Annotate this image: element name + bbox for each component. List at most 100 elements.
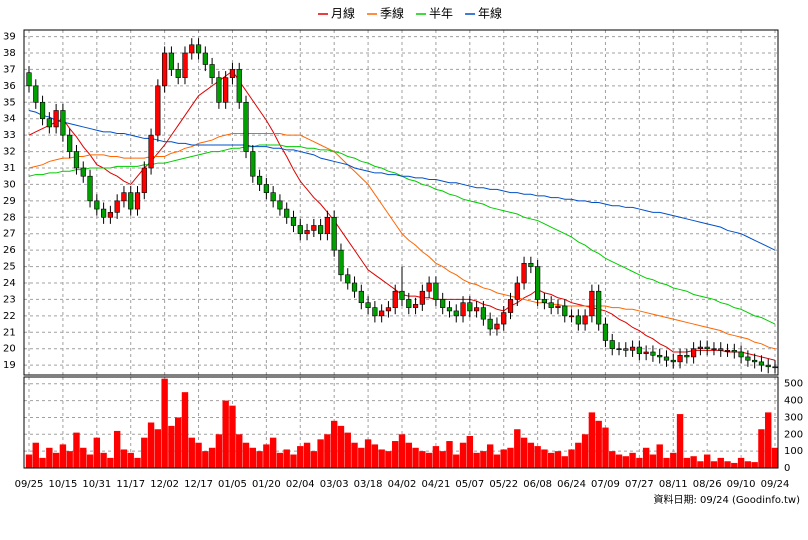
candle-body (399, 290, 405, 300)
volume-bar (283, 449, 290, 468)
candle-body (358, 290, 364, 304)
candle-body (487, 318, 493, 330)
candle-body (121, 192, 127, 202)
volume-bar (541, 449, 548, 468)
volume-bar (147, 422, 155, 468)
volume-bar (337, 425, 345, 468)
candle-body (338, 249, 344, 276)
candle-body (46, 118, 52, 128)
volume-bar (500, 449, 507, 468)
volume-bar (737, 457, 745, 468)
volume-bar (297, 446, 304, 468)
candle-body (182, 52, 188, 78)
y-tick-label: 19 (3, 360, 16, 371)
volume-bar (236, 434, 243, 468)
candle-body (467, 302, 473, 312)
volume-bar (256, 451, 263, 468)
candle-body (562, 305, 568, 317)
volume-bar (636, 457, 643, 468)
candle-body (636, 346, 642, 354)
candle-body (460, 302, 466, 317)
candle-body (697, 346, 703, 350)
volume-tick-label: 500 (784, 379, 803, 390)
candle-body (195, 44, 202, 54)
volume-bar (269, 437, 277, 468)
candle-body (575, 315, 581, 325)
volume-bar (93, 437, 101, 468)
candle-body (453, 310, 459, 317)
candle-body (67, 134, 73, 152)
volume-bar (697, 461, 704, 468)
x-tick-label: 09/10 (727, 479, 756, 490)
volume-bar (568, 449, 575, 468)
candle-body (60, 110, 66, 136)
candle-body (684, 354, 690, 358)
volume-bar (765, 412, 772, 468)
candle-body (290, 216, 297, 226)
x-tick-label: 03/03 (320, 479, 349, 490)
volume-bar (405, 442, 412, 468)
volume-bar (751, 462, 758, 468)
candle-body (134, 192, 141, 210)
candle-body (758, 361, 765, 366)
volume-bar (534, 446, 541, 468)
volume-bar (588, 412, 596, 468)
volume-panel-border (23, 376, 779, 469)
volume-bar (195, 442, 202, 468)
volume-bar (724, 461, 731, 468)
y-tick-label: 26 (3, 245, 16, 256)
candle-body (216, 77, 222, 103)
volume-bar (466, 435, 474, 468)
volume-bar (622, 456, 629, 468)
volume-bar (663, 457, 670, 468)
x-tick-label: 09/24 (761, 479, 790, 490)
x-tick-label: 07/27 (625, 479, 654, 490)
y-tick-label: 38 (3, 48, 16, 59)
candle-body (426, 282, 432, 292)
candle-body (73, 151, 80, 169)
candle-body (284, 208, 290, 218)
candle-body (406, 299, 412, 308)
candle-body (724, 350, 731, 352)
volume-bar (86, 454, 94, 468)
volume-bar (453, 454, 460, 468)
candle-body (412, 304, 419, 308)
candle-body (433, 282, 439, 300)
volume-bar (222, 400, 229, 468)
volume-tick-label: 300 (784, 412, 803, 423)
volume-bar (717, 457, 724, 468)
candle-body (209, 64, 215, 78)
x-tick-label: 11/17 (116, 479, 145, 490)
volume-bar (676, 414, 684, 468)
volume-bar (263, 444, 270, 468)
volume-bar (548, 452, 555, 468)
x-tick-label: 05/07 (455, 479, 484, 490)
candle-body (657, 354, 663, 358)
y-tick-label: 28 (3, 212, 16, 223)
volume-bar (581, 434, 589, 468)
volume-bar (554, 451, 562, 468)
candle-body (318, 225, 324, 235)
volume-bar (527, 442, 535, 468)
volume-bar (412, 447, 419, 468)
x-tick-label: 04/21 (421, 479, 450, 490)
volume-bar (168, 425, 175, 468)
candle-body (528, 262, 534, 267)
y-tick-label: 32 (3, 147, 16, 158)
volume-bar (609, 451, 616, 468)
candle-body (521, 262, 527, 284)
volume-bar (486, 444, 494, 468)
candle-body (365, 302, 371, 308)
volume-bar (80, 447, 87, 468)
volume-bar (731, 462, 738, 468)
x-tick-label: 01/20 (252, 479, 281, 490)
candle-body (202, 52, 208, 65)
y-tick-label: 21 (3, 327, 16, 338)
candle-body (691, 348, 697, 358)
volume-bar (32, 442, 39, 468)
volume-bar (642, 447, 650, 468)
volume-bar (656, 444, 663, 468)
y-tick-label: 24 (3, 278, 16, 289)
candle-body (33, 85, 39, 103)
candle-body (663, 356, 670, 361)
